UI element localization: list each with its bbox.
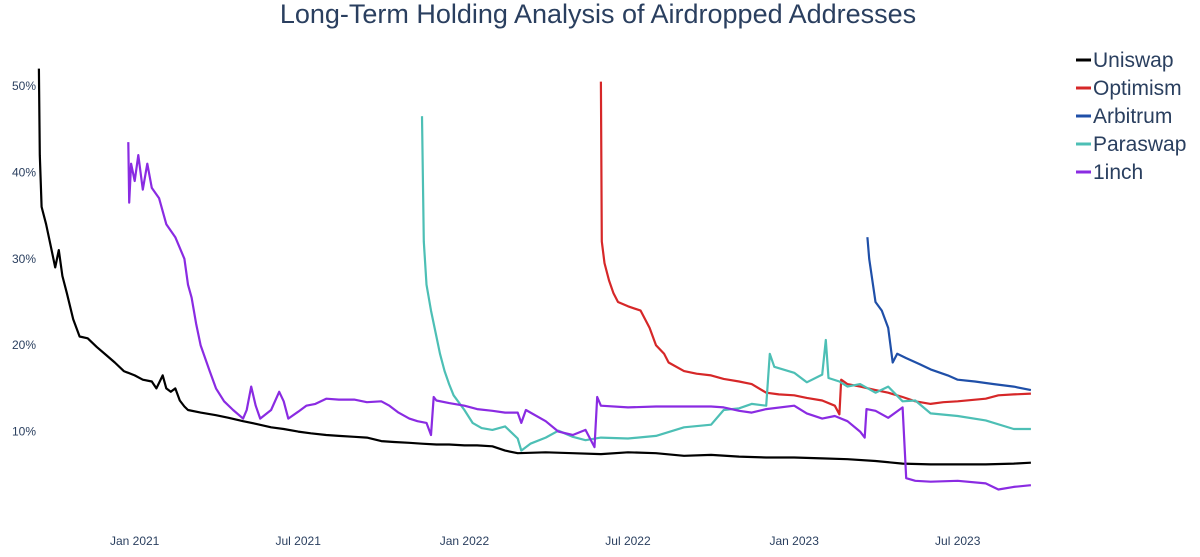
x-axis: Jan 2021 Jul 2021 Jan 2022 Jul 2022 Jan 2023…	[110, 534, 981, 548]
legend-label: Uniswap	[1093, 49, 1174, 72]
series-line-uniswap	[37, 68, 1031, 466]
y-tick-label: 50%	[12, 79, 36, 93]
chart-title: Long-Term Holding Analysis of Airdropped…	[280, 0, 916, 29]
y-axis: 10% 20% 30% 40% 50%	[12, 79, 36, 439]
x-tick-label: Jul 2021	[276, 534, 322, 548]
legend-label: 1inch	[1093, 161, 1143, 184]
y-tick-label: 10%	[12, 425, 36, 439]
y-tick-label: 30%	[12, 252, 36, 266]
x-tick-label: Jul 2023	[935, 534, 981, 548]
series-line-optimism	[599, 81, 1031, 416]
x-tick-label: Jul 2022	[605, 534, 651, 548]
series-line-paraswap	[420, 116, 1031, 452]
legend-label: Optimism	[1093, 77, 1182, 100]
x-tick-label: Jan 2023	[769, 534, 819, 548]
legend-label: Paraswap	[1093, 133, 1186, 156]
plot-area	[37, 68, 1032, 491]
x-tick-label: Jan 2021	[110, 534, 160, 548]
y-tick-label: 20%	[12, 338, 36, 352]
x-tick-label: Jan 2022	[440, 534, 490, 548]
legend-label: Arbitrum	[1093, 105, 1172, 128]
legend: Uniswap Optimism Arbitrum Paraswap 1inch	[1076, 49, 1186, 184]
series-line-arbitrum	[866, 237, 1032, 392]
series-line-1inch	[127, 142, 1032, 491]
y-tick-label: 40%	[12, 165, 36, 179]
